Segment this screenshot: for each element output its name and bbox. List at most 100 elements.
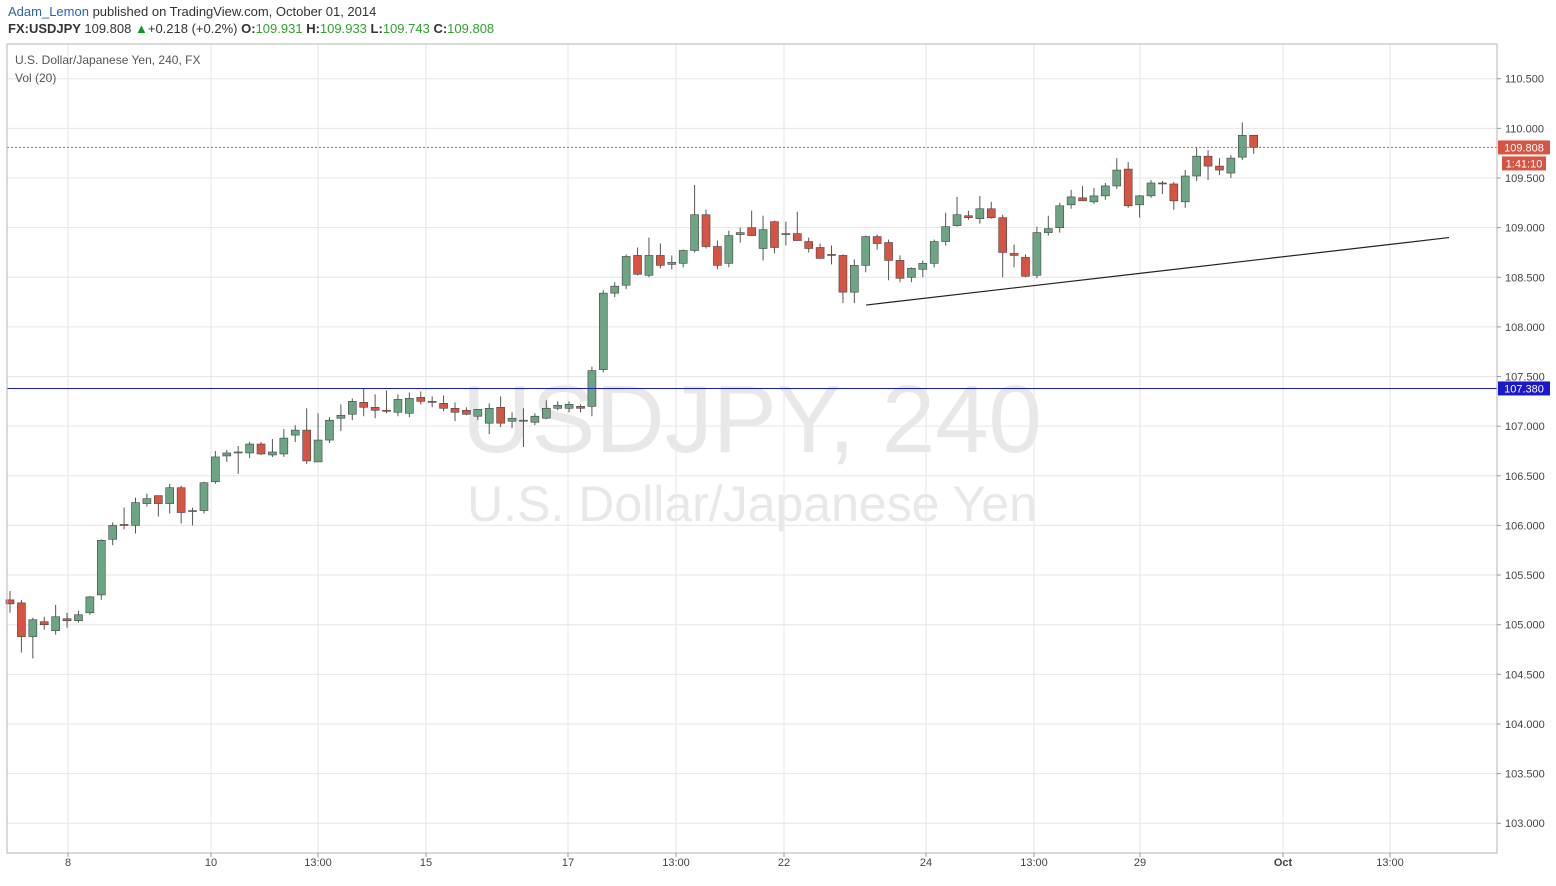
candle-down bbox=[1249, 135, 1258, 148]
candle-down bbox=[462, 409, 471, 415]
candle-up bbox=[28, 619, 38, 637]
candle-up bbox=[861, 236, 871, 266]
time-tick-label: 29 bbox=[1134, 857, 1146, 869]
close-value: 109.808 bbox=[447, 21, 495, 36]
symbol-name[interactable]: FX:USDJPY bbox=[8, 21, 81, 36]
last-price-label: 109.808 bbox=[1504, 142, 1544, 154]
candle-up bbox=[1055, 205, 1065, 228]
horizontal-line-label: 107.380 bbox=[1504, 383, 1544, 395]
candle-up bbox=[473, 408, 483, 417]
low-label: L: bbox=[370, 21, 383, 36]
candle-down bbox=[359, 402, 369, 408]
time-tick-label: 8 bbox=[65, 857, 71, 869]
low-value: 109.743 bbox=[382, 21, 430, 36]
candle-up bbox=[188, 510, 197, 512]
price-tick-label: 107.000 bbox=[1505, 421, 1545, 433]
candle-up bbox=[1146, 182, 1156, 197]
candle-up bbox=[325, 419, 334, 441]
candle-up bbox=[1066, 196, 1076, 206]
legend-title: U.S. Dollar/Japanese Yen, 240, FX bbox=[15, 53, 200, 67]
price-tick-label: 105.500 bbox=[1505, 570, 1545, 582]
candle-up bbox=[553, 405, 562, 409]
candle-up bbox=[758, 229, 768, 249]
open-value: 109.931 bbox=[255, 21, 303, 36]
candle-down bbox=[1169, 183, 1179, 202]
candle-down bbox=[450, 407, 460, 413]
candle-up bbox=[610, 285, 620, 294]
candle-up bbox=[621, 256, 631, 286]
price-tick-label: 107.500 bbox=[1505, 372, 1545, 384]
candle-up bbox=[1180, 175, 1190, 203]
candle-down bbox=[416, 397, 426, 402]
candle-up bbox=[1089, 195, 1099, 203]
candle-up bbox=[952, 214, 962, 226]
candle-down bbox=[713, 246, 722, 266]
candle-up bbox=[142, 498, 152, 504]
candle-down bbox=[1078, 197, 1087, 202]
plot-frame bbox=[6, 43, 1498, 854]
high-value: 109.933 bbox=[319, 21, 367, 36]
time-tick-label: Oct bbox=[1274, 857, 1293, 869]
time-axis[interactable]: 8 10 13:00 15 17 13:00 22 24 13:00 29 Oct 13:00 bbox=[65, 853, 1404, 869]
candle-down bbox=[154, 495, 163, 504]
time-tick-label: 13:00 bbox=[1376, 857, 1404, 869]
price-tick-label: 103.500 bbox=[1505, 769, 1545, 781]
candle-down bbox=[872, 236, 882, 244]
drawings bbox=[7, 146, 1497, 389]
candle-down bbox=[701, 214, 711, 247]
symbol-quote: FX:USDJPY 109.808 ▲+0.218 (+0.2%) O:109.… bbox=[8, 21, 494, 36]
candle-down bbox=[792, 233, 802, 241]
candle-up bbox=[108, 525, 117, 540]
candle-up bbox=[975, 208, 985, 220]
candle-up bbox=[1032, 232, 1042, 276]
time-tick-label: 22 bbox=[778, 857, 790, 869]
candle-up bbox=[519, 419, 528, 422]
candle-down bbox=[176, 487, 186, 513]
candle-up bbox=[484, 407, 494, 424]
candle-down bbox=[382, 409, 391, 412]
time-tick-label: 15 bbox=[420, 857, 432, 869]
price-axis[interactable]: 103.000 103.500 104.000 104.500 105.000 105.5… bbox=[1497, 74, 1550, 830]
candle-down bbox=[5, 599, 15, 605]
candle-up bbox=[347, 401, 357, 415]
author-link[interactable]: Adam_Lemon bbox=[8, 4, 89, 19]
candle-up bbox=[233, 451, 243, 454]
candle-up bbox=[907, 268, 916, 278]
candle-down bbox=[1215, 165, 1224, 171]
price-tick-label: 106.000 bbox=[1505, 520, 1545, 532]
price-tick-label: 104.000 bbox=[1505, 719, 1545, 731]
candle-up bbox=[313, 439, 323, 463]
candle-down bbox=[62, 618, 72, 622]
candle-up bbox=[735, 232, 745, 235]
candle-down bbox=[838, 255, 848, 293]
candle-up bbox=[678, 250, 688, 264]
candle-down bbox=[1158, 182, 1167, 185]
candle-down bbox=[119, 524, 129, 526]
candle-down bbox=[1123, 168, 1133, 207]
candle-up bbox=[290, 429, 300, 436]
change-arrow-icon: ▲ bbox=[134, 21, 148, 36]
candle-up bbox=[51, 616, 60, 631]
candle-down bbox=[39, 621, 49, 625]
price-tick-label: 108.500 bbox=[1505, 272, 1545, 284]
publish-text: published on TradingView.com, October 01… bbox=[92, 4, 377, 19]
high-label: H: bbox=[306, 21, 320, 36]
candle-down bbox=[815, 247, 825, 259]
close-label: C: bbox=[433, 21, 448, 36]
candle-up bbox=[1226, 157, 1236, 174]
candle-up bbox=[941, 226, 950, 242]
candle-up bbox=[929, 241, 939, 264]
candle-down bbox=[895, 260, 905, 279]
candle-down bbox=[439, 403, 448, 409]
candle-up bbox=[644, 255, 654, 276]
candle-down bbox=[427, 401, 437, 403]
watermark-symbol: USDJPY, 240 bbox=[462, 366, 1042, 473]
candle-down bbox=[770, 221, 779, 248]
price-tick-label: 109.000 bbox=[1505, 223, 1545, 235]
candle-up bbox=[599, 292, 608, 370]
candle-up bbox=[507, 417, 517, 422]
candle-down bbox=[576, 406, 585, 409]
time-tick-label: 10 bbox=[205, 857, 217, 869]
candle-up bbox=[1237, 135, 1247, 158]
